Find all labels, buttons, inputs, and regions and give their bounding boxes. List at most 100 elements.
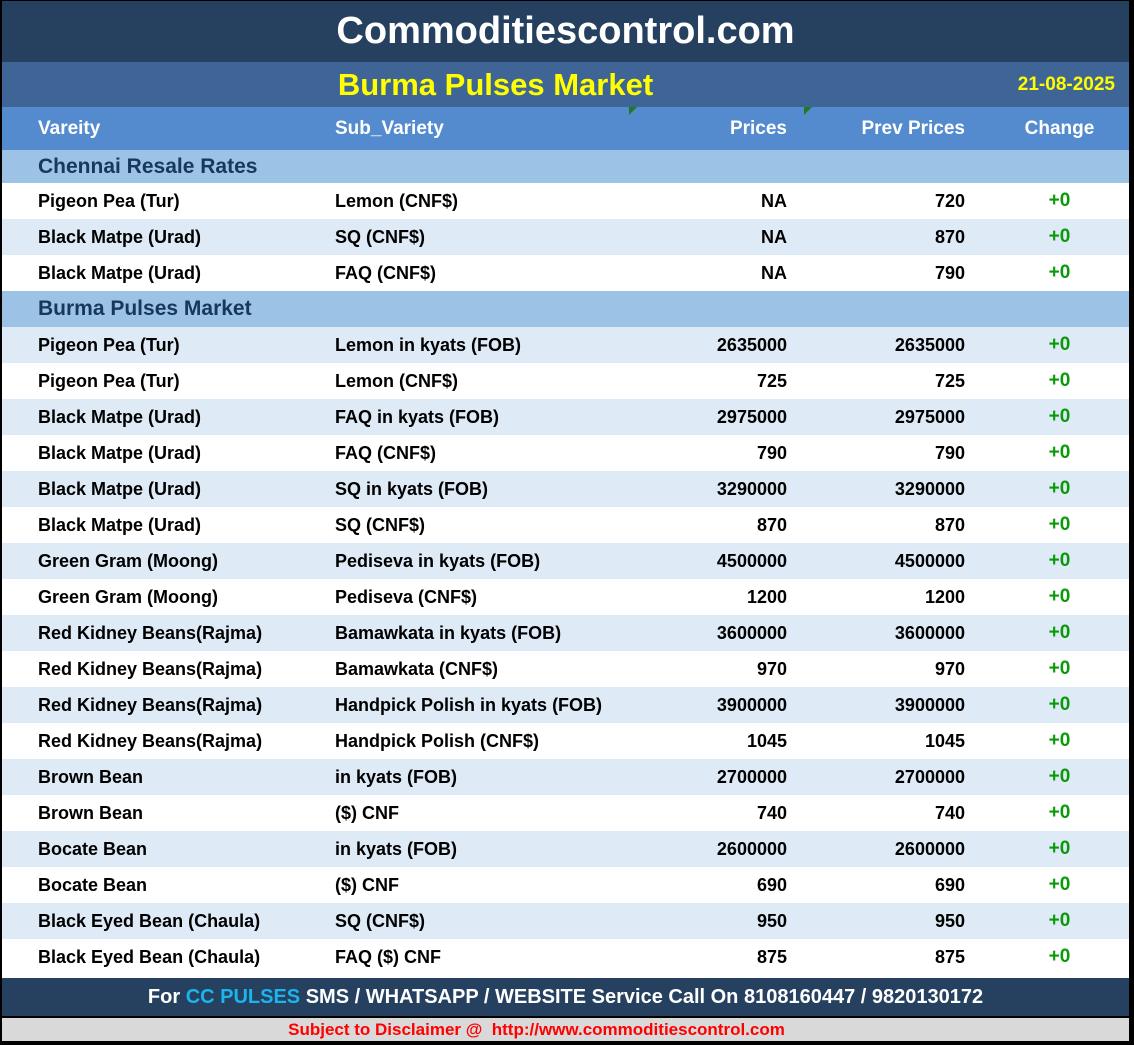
table-row: Black Matpe (Urad) FAQ in kyats (FOB) 2975… (2, 399, 1129, 435)
report-title-bar: Burma Pulses Market 21-08-2025 (2, 62, 1129, 107)
price-cell: 970 (629, 651, 804, 687)
price-cell: 2975000 (629, 399, 804, 435)
change-cell: +0 (990, 615, 1129, 651)
sub-variety-cell: ($) CNF (310, 867, 629, 903)
price-cell: 2600000 (629, 831, 804, 867)
table-row: Green Gram (Moong) Pediseva in kyats (FOB… (2, 543, 1129, 579)
variety-cell: Bocate Bean (2, 831, 310, 867)
variety-cell: Pigeon Pea (Tur) (2, 327, 310, 363)
sub-variety-cell: Pediseva (CNF$) (310, 579, 629, 615)
prev-price-cell: 740 (804, 795, 990, 831)
price-cell: 790 (629, 435, 804, 471)
price-cell: 3900000 (629, 687, 804, 723)
prev-price-cell: 970 (804, 651, 990, 687)
table-row: Black Matpe (Urad) FAQ (CNF$) NA 790 +0 (2, 255, 1129, 291)
table-row: Black Eyed Bean (Chaula) SQ (CNF$) 950 950 +… (2, 903, 1129, 939)
change-cell: +0 (990, 543, 1129, 579)
sub-variety-cell: FAQ (CNF$) (310, 255, 629, 291)
table-row: Red Kidney Beans(Rajma) Handpick Polish (… (2, 723, 1129, 759)
sub-variety-cell: in kyats (FOB) (310, 759, 629, 795)
price-cell: 870 (629, 507, 804, 543)
variety-cell: Green Gram (Moong) (2, 579, 310, 615)
section-header-row: Chennai Resale Rates (2, 150, 1129, 183)
variety-cell: Black Matpe (Urad) (2, 435, 310, 471)
report-date: 21-08-2025 (1017, 73, 1115, 95)
column-header-prices: Prices (629, 107, 804, 150)
table-row: Pigeon Pea (Tur) Lemon (CNF$) 725 725 +0 (2, 363, 1129, 399)
prev-price-cell: 1200 (804, 579, 990, 615)
change-cell: +0 (990, 363, 1129, 399)
section-title: Chennai Resale Rates (2, 150, 1129, 183)
price-cell: NA (629, 183, 804, 219)
price-cell: 690 (629, 867, 804, 903)
price-cell: 950 (629, 903, 804, 939)
price-cell: 2700000 (629, 759, 804, 795)
price-cell: 1200 (629, 579, 804, 615)
table-row: Red Kidney Beans(Rajma) Bamawkata in kyat… (2, 615, 1129, 651)
sub-variety-cell: SQ in kyats (FOB) (310, 471, 629, 507)
sub-variety-cell: Pediseva in kyats (FOB) (310, 543, 629, 579)
variety-cell: Black Matpe (Urad) (2, 219, 310, 255)
service-footer-bar: For CC PULSES SMS / WHATSAPP / WEBSITE S… (2, 978, 1129, 1016)
sub-variety-cell: FAQ ($) CNF (310, 939, 629, 975)
table-row: Green Gram (Moong) Pediseva (CNF$) 1200 120… (2, 579, 1129, 615)
prices-table: Vareity Sub_Variety Prices Prev Prices C… (2, 107, 1129, 975)
sub-variety-cell: SQ (CNF$) (310, 903, 629, 939)
service-brand: CC PULSES (185, 985, 301, 1008)
change-cell: +0 (990, 795, 1129, 831)
variety-cell: Brown Bean (2, 795, 310, 831)
prev-price-cell: 790 (804, 435, 990, 471)
sub-variety-cell: Lemon (CNF$) (310, 183, 629, 219)
sub-variety-cell: Handpick Polish (CNF$) (310, 723, 629, 759)
variety-cell: Black Matpe (Urad) (2, 471, 310, 507)
price-cell: 725 (629, 363, 804, 399)
variety-cell: Pigeon Pea (Tur) (2, 363, 310, 399)
change-cell: +0 (990, 471, 1129, 507)
sub-variety-cell: in kyats (FOB) (310, 831, 629, 867)
change-cell: +0 (990, 903, 1129, 939)
table-row: Black Matpe (Urad) SQ (CNF$) NA 870 +0 (2, 219, 1129, 255)
service-text-suffix: SMS / WHATSAPP / WEBSITE Service Call On… (300, 985, 984, 1008)
table-row: Black Eyed Bean (Chaula) FAQ ($) CNF 875 87… (2, 939, 1129, 975)
prev-price-cell: 3290000 (804, 471, 990, 507)
section-header-row: Burma Pulses Market (2, 291, 1129, 327)
prev-price-cell: 2700000 (804, 759, 990, 795)
table-header-row: Vareity Sub_Variety Prices Prev Prices C… (2, 107, 1129, 150)
prev-price-cell: 720 (804, 183, 990, 219)
column-header-prices-label: Prices (729, 117, 787, 139)
variety-cell: Black Eyed Bean (Chaula) (2, 903, 310, 939)
column-header-sub-variety: Sub_Variety (310, 107, 629, 150)
variety-cell: Red Kidney Beans(Rajma) (2, 615, 310, 651)
prev-price-cell: 1045 (804, 723, 990, 759)
change-cell: +0 (990, 219, 1129, 255)
variety-cell: Red Kidney Beans(Rajma) (2, 651, 310, 687)
change-cell: +0 (990, 255, 1129, 291)
change-cell: +0 (990, 651, 1129, 687)
prev-price-cell: 2600000 (804, 831, 990, 867)
sub-variety-cell: SQ (CNF$) (310, 507, 629, 543)
column-header-change: Change (990, 107, 1129, 150)
prev-price-cell: 725 (804, 363, 990, 399)
prev-price-cell: 3600000 (804, 615, 990, 651)
variety-cell: Black Eyed Bean (Chaula) (2, 939, 310, 975)
prev-price-cell: 2635000 (804, 327, 990, 363)
price-cell: 3600000 (629, 615, 804, 651)
sub-variety-cell: Lemon (CNF$) (310, 363, 629, 399)
column-header-variety: Vareity (2, 107, 310, 150)
change-cell: +0 (990, 399, 1129, 435)
prev-price-cell: 875 (804, 939, 990, 975)
variety-cell: Pigeon Pea (Tur) (2, 183, 310, 219)
sub-variety-cell: ($) CNF (310, 795, 629, 831)
change-cell: +0 (990, 723, 1129, 759)
prev-price-cell: 950 (804, 903, 990, 939)
price-cell: 875 (629, 939, 804, 975)
table-row: Brown Bean ($) CNF 740 740 +0 (2, 795, 1129, 831)
table-row: Red Kidney Beans(Rajma) Handpick Polish i… (2, 687, 1129, 723)
table-row: Brown Bean in kyats (FOB) 2700000 2700000 +0 (2, 759, 1129, 795)
table-row: Pigeon Pea (Tur) Lemon in kyats (FOB) 2635… (2, 327, 1129, 363)
table-row: Red Kidney Beans(Rajma) Bamawkata (CNF$) 9… (2, 651, 1129, 687)
price-cell: 3290000 (629, 471, 804, 507)
prev-price-cell: 790 (804, 255, 990, 291)
sub-variety-cell: Handpick Polish in kyats (FOB) (310, 687, 629, 723)
sub-variety-cell: Bamawkata (CNF$) (310, 651, 629, 687)
